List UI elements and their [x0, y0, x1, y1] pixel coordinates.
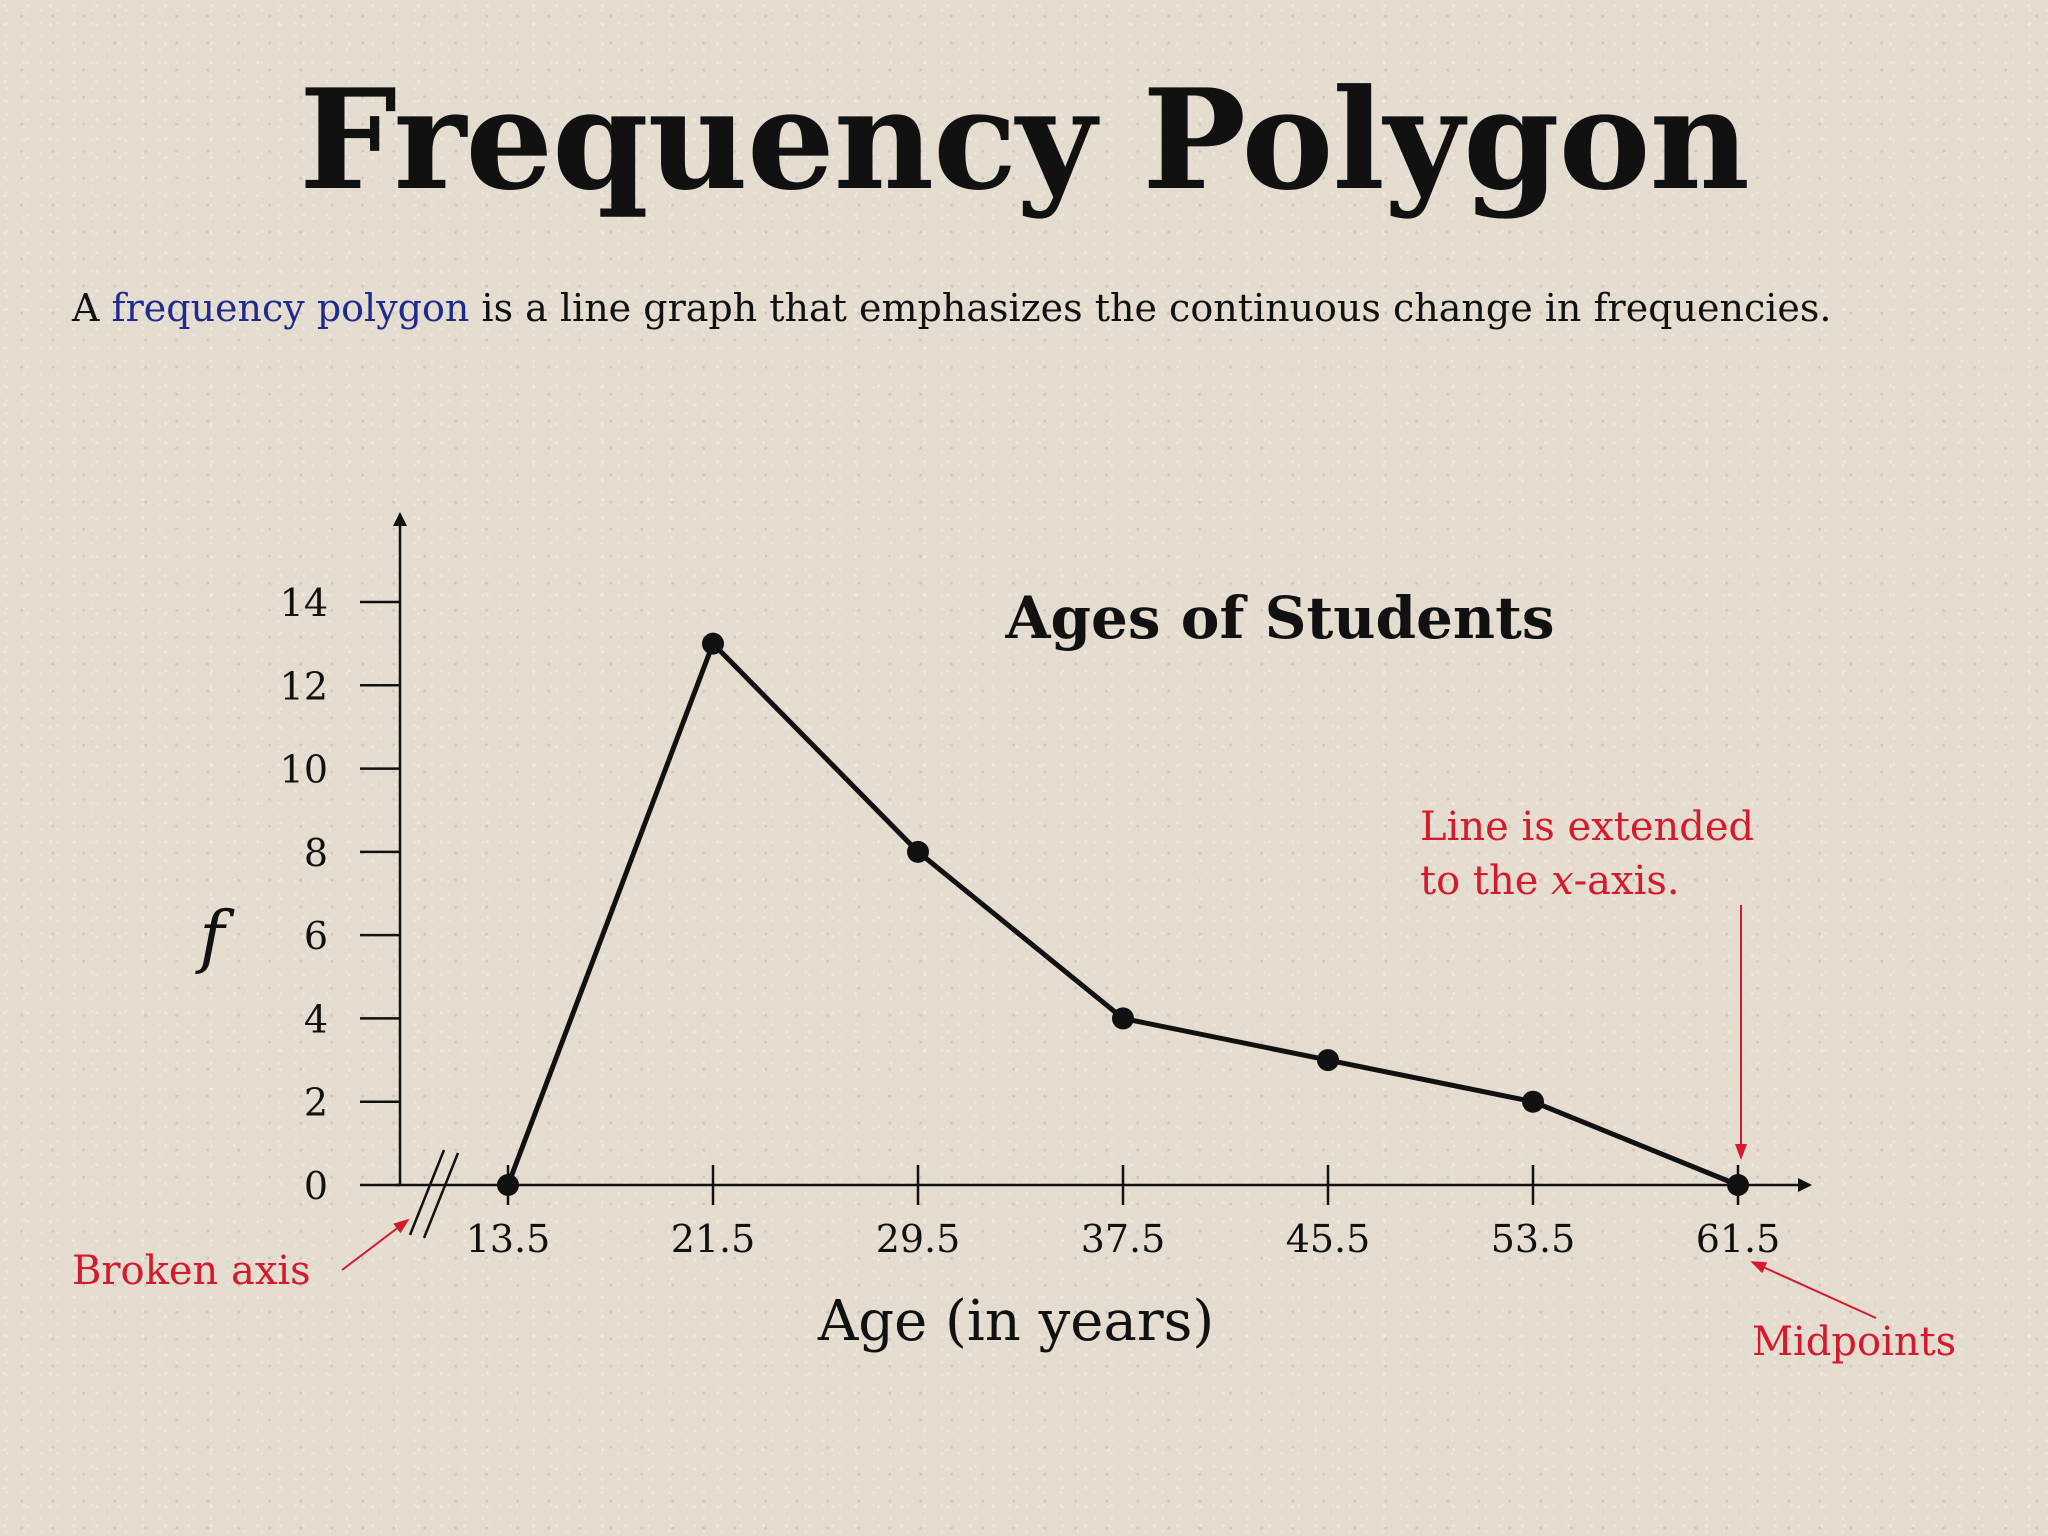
y-axis-ticks: 0 2 4 6 8 10 12 14 [280, 581, 400, 1208]
slide-title: Frequency Polygon [299, 58, 1750, 221]
x-tick-label: 53.5 [1491, 1217, 1576, 1261]
x-tick-label: 45.5 [1286, 1217, 1371, 1261]
frequency-line [505, 641, 1739, 1188]
y-tick-label: 14 [280, 581, 328, 625]
intro-term: frequency polygon [111, 286, 470, 330]
broken-axis-annotation: Broken axis [72, 1248, 311, 1294]
y-tick-label: 10 [280, 748, 328, 792]
broken-axis-symbol [408, 1149, 460, 1239]
y-tick-label: 2 [304, 1081, 328, 1125]
data-point [497, 1174, 519, 1196]
y-tick-label: 6 [304, 914, 328, 958]
extended-line-annotation-1: Line is extended [1420, 804, 1754, 850]
data-point [702, 632, 724, 655]
y-tick-label: 8 [304, 831, 328, 875]
y-axis-label: f [194, 898, 235, 977]
data-points [497, 632, 1749, 1196]
x-tick-label: 61.5 [1696, 1217, 1781, 1261]
intro-text: A frequency polygon is a line graph that… [72, 286, 1992, 330]
y-tick-label: 12 [280, 664, 328, 708]
midpoints-annotation: Midpoints [1752, 1319, 1956, 1365]
x-tick-label: 13.5 [466, 1217, 551, 1261]
midpoints-arrow [1750, 1261, 1877, 1319]
x-tick-label: 37.5 [1081, 1217, 1166, 1261]
intro-prefix: A [72, 286, 112, 330]
x-tick-label: 21.5 [671, 1217, 756, 1261]
x-axis-label: Age (in years) [817, 1289, 1214, 1354]
extended-line-annotation-2: to the x-axis. [1420, 858, 1680, 904]
data-point [1317, 1049, 1339, 1072]
data-point [1522, 1090, 1544, 1113]
x-axis-ticks: 13.5 21.5 29.5 37.5 45.5 53.5 61.5 [466, 1165, 1781, 1261]
broken-axis-arrow [341, 1218, 410, 1271]
x-tick-label: 29.5 [876, 1217, 961, 1261]
y-tick-label: 4 [304, 997, 328, 1041]
intro-suffix: is a line graph that emphasizes the cont… [469, 286, 1832, 330]
chart-title: Ages of Students [1004, 584, 1554, 652]
data-point [1727, 1174, 1749, 1196]
data-point [907, 840, 929, 863]
y-tick-label: 0 [304, 1164, 328, 1208]
data-point [1112, 1007, 1134, 1030]
